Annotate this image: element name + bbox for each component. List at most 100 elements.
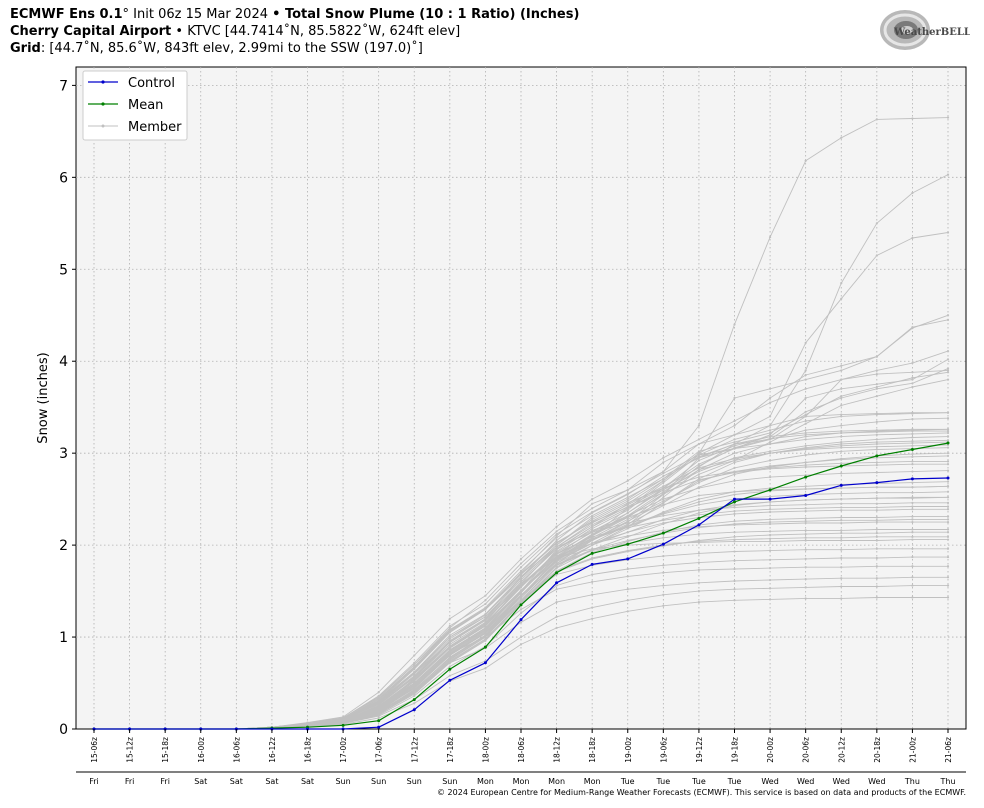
mean-point (448, 667, 452, 671)
member-point (840, 519, 843, 522)
member-point (911, 452, 914, 456)
member-point (662, 496, 665, 499)
member-point (733, 550, 736, 553)
member-point (733, 323, 736, 326)
member-point (804, 415, 807, 418)
member-point (946, 454, 950, 458)
member-point (591, 498, 594, 501)
chart-header-line-2: Cherry Capital Airport • KTVC [44.7414˚N… (10, 23, 460, 41)
member-point (911, 385, 914, 389)
member-point (911, 481, 914, 484)
member-point (804, 422, 807, 425)
grid-details: : [44.7˚N, 85.6˚W, 843ft elev, 2.99mi to… (40, 41, 423, 56)
member-point (911, 505, 914, 508)
member-point (555, 547, 558, 550)
member-point (662, 488, 665, 492)
member-point (733, 493, 736, 496)
member-point (946, 411, 950, 414)
member-point (911, 501, 914, 504)
y-tick-label: 4 (59, 354, 68, 370)
member-point (768, 387, 772, 390)
mean-point (519, 603, 523, 607)
member-point (911, 508, 914, 511)
member-point (697, 539, 701, 542)
x-tick-label: 16-12z (268, 737, 277, 763)
member-point (697, 452, 701, 455)
member-point (768, 401, 772, 404)
member-point (804, 413, 807, 416)
member-point (946, 490, 950, 493)
member-point (946, 318, 950, 321)
member-point (697, 424, 701, 427)
member-point (946, 173, 950, 176)
mean-point (733, 500, 736, 504)
member-point (626, 550, 629, 553)
member-point (377, 703, 380, 706)
member-point (448, 624, 451, 628)
site-bullet: • (171, 24, 188, 39)
member-point (626, 509, 629, 512)
member-point (840, 441, 843, 444)
member-point (448, 665, 451, 668)
x-tick-label: 20-06z (802, 737, 811, 763)
member-point (768, 433, 772, 436)
member-point (875, 461, 878, 464)
member-point (840, 442, 843, 446)
member-point (768, 450, 772, 453)
member-point (946, 501, 950, 504)
y-tick-label: 1 (59, 630, 68, 646)
x-day-label: Fri (125, 777, 135, 786)
member-point (911, 547, 914, 550)
member-point (733, 444, 736, 447)
x-day-label: Wed (761, 777, 778, 786)
member-point (697, 450, 701, 453)
member-point (626, 498, 629, 501)
member-point (840, 431, 843, 435)
member-point (804, 410, 807, 413)
mean-point (341, 723, 345, 727)
member-point (413, 684, 416, 687)
member-point (840, 430, 843, 433)
member-point (840, 297, 843, 300)
x-day-label: Tue (655, 777, 670, 786)
member-point (768, 549, 772, 552)
member-point (626, 496, 629, 499)
member-point (875, 387, 878, 390)
x-axis: 15-06z Fri 15-12z Fri 15-18z Fri 16-00z Sat 16-0… (89, 729, 956, 786)
member-point (519, 621, 523, 624)
control-point (626, 557, 630, 561)
member-point (911, 486, 914, 489)
member-point (413, 679, 416, 682)
member-point (662, 536, 665, 539)
member-point (768, 442, 772, 446)
member-point (804, 373, 807, 377)
chart-header-line-1: ECMWF Ens 0.1° Init 06z 15 Mar 2024 • To… (10, 6, 579, 24)
member-point (768, 566, 772, 570)
member-point (697, 552, 701, 555)
member-point (911, 191, 914, 195)
member-point (662, 477, 665, 481)
member-point (768, 522, 772, 526)
member-point (448, 629, 451, 632)
member-point (875, 369, 878, 372)
member-point (519, 590, 523, 594)
member-point (911, 497, 914, 500)
member-point (875, 222, 878, 225)
member-point (662, 461, 665, 464)
member-point (946, 430, 950, 433)
member-point (875, 438, 878, 441)
member-point (946, 463, 950, 466)
member-point (697, 561, 701, 564)
member-point (804, 498, 807, 502)
legend-control-label: Control (128, 76, 175, 91)
member-point (768, 235, 772, 239)
member-point (946, 469, 950, 472)
member-point (341, 715, 345, 719)
member-point (733, 512, 736, 515)
member-point (662, 504, 665, 507)
member-point (875, 395, 878, 398)
member-point (875, 433, 878, 436)
member-point (413, 688, 416, 691)
member-point (875, 464, 878, 467)
member-point (555, 532, 558, 536)
